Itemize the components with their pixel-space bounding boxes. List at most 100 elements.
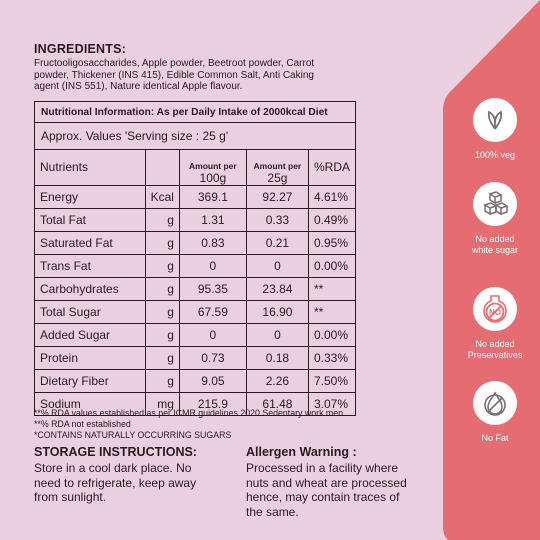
ingredients-line: powder, Thickener (INS 415), Edible Comm… — [34, 69, 314, 81]
storage-line: Store in a cool dark place. No — [34, 461, 192, 475]
nutrient-name: Saturated Fat — [35, 230, 146, 255]
nutrient-name: Total Fat — [35, 207, 146, 232]
value-per-25g: 2.26 — [245, 368, 309, 393]
value-per-100g: 0.73 — [178, 345, 247, 370]
nutrient-unit: Kcal — [144, 184, 180, 209]
nutrient-name: Energy — [35, 184, 146, 209]
value-per-100g: 9.05 — [178, 368, 247, 393]
value-per-25g: 23.84 — [245, 276, 309, 301]
nutrient-unit: g — [144, 322, 180, 347]
col-per-25g: Amount per 25g — [245, 150, 309, 186]
ingredients-text: Fructooligosaccharides, Apple powder, Be… — [34, 58, 404, 93]
value-per-25g: 92.27 — [245, 184, 309, 209]
badge-label: No Fat — [445, 433, 540, 444]
nutrient-name: Trans Fat — [35, 253, 146, 278]
footnote: **% RDA values established as per ICMR g… — [34, 408, 344, 418]
nutrient-unit: g — [144, 230, 180, 255]
table-row: Saturated Fat g 0.83 0.21 0.95% — [35, 230, 355, 255]
storage-line: from sunlight. — [34, 490, 107, 504]
nutrient-name: Dietary Fiber — [35, 368, 146, 393]
table-row: Total Sugar g 67.59 16.90 ** — [35, 299, 355, 324]
nutrient-unit: g — [144, 276, 180, 301]
badge-label: No added white sugar — [445, 234, 540, 256]
value-per-100g: 215.9 — [178, 391, 247, 415]
storage-section: STORAGE INSTRUCTIONS: Store in a cool da… — [34, 445, 234, 505]
value-rda: ** — [307, 276, 355, 301]
badge-veg: 100% veg — [445, 98, 540, 161]
allergen-title: Allergen Warning : — [246, 445, 357, 459]
value-per-100g: 95.35 — [178, 276, 247, 301]
value-per-100g: 0.83 — [178, 230, 247, 255]
badge-label-line: 100% veg — [474, 150, 516, 160]
value-per-25g: 0 — [245, 253, 309, 278]
badge-no-preservatives: NO No added Preservatives — [445, 287, 540, 361]
footnote: **% RDA not established — [34, 419, 131, 429]
col-rda: %RDA — [307, 150, 355, 186]
value-rda: 7.50% — [307, 368, 355, 393]
allergen-line: the same. — [246, 504, 299, 519]
value-per-100g: 0 — [178, 253, 247, 278]
nutrient-unit: g — [144, 299, 180, 324]
value-per-100g: 1.31 — [178, 207, 247, 232]
ingredients-line: Fructooligosaccharides, Apple powder, Be… — [34, 58, 315, 69]
value-per-25g: 0.18 — [245, 345, 309, 370]
table-row: Total Fat g 1.31 0.33 0.49% — [35, 207, 355, 232]
col-per-100g-big: 100g — [199, 170, 227, 185]
value-per-25g: 0.33 — [245, 207, 309, 232]
badge-label-line: white sugar — [471, 245, 519, 255]
value-rda: 0.00% — [307, 253, 355, 278]
serving-size: Approx. Values 'Serving size : 25 g' — [35, 123, 355, 150]
storage-line: need to refrigerate, keep away — [34, 475, 197, 490]
col-per-100g: Amount per 100g — [178, 150, 247, 186]
value-rda: ** — [307, 299, 355, 324]
nutrient-unit: g — [144, 207, 180, 232]
value-per-25g: 0 — [245, 322, 309, 347]
value-per-25g: 61.48 — [245, 391, 309, 415]
footnotes: **% RDA values established as per ICMR g… — [34, 408, 343, 441]
no-preservatives-icon: NO — [473, 287, 517, 331]
badge-label-line: No added — [475, 234, 515, 244]
allergen-section: Allergen Warning : Processed in a facili… — [246, 445, 436, 519]
col-per-25g-small: Amount per — [253, 160, 302, 171]
allergen-line: hence, may contain traces of — [246, 490, 400, 504]
allergen-line: nuts and wheat are processed — [246, 475, 407, 490]
allergen-line: Processed in a facility where — [246, 461, 399, 475]
storage-text: Store in a cool dark place. No need to r… — [34, 461, 234, 505]
col-per-100g-small: Amount per — [189, 160, 237, 171]
badge-label: 100% veg — [445, 150, 540, 161]
value-per-25g: 0.21 — [245, 230, 309, 255]
badge-label: No added Preservatives — [445, 339, 540, 361]
nutrient-unit: g — [144, 345, 180, 370]
table-row: Sodium mg 215.9 61.48 3.07% — [35, 391, 355, 415]
nutrition-rows: Energy Kcal 369.1 92.27 4.61% Total Fat g 1.31 0… — [35, 184, 355, 415]
table-header-row: Nutrients Amount per 100g Amount per 25g… — [35, 150, 355, 186]
no-fat-drop-icon — [473, 381, 517, 425]
table-row: Protein g 0.73 0.18 0.33% — [35, 345, 355, 370]
badge-no-sugar: No added white sugar — [445, 182, 540, 256]
nutrition-table: Nutritional Information: As per Daily In… — [34, 101, 356, 416]
badge-label-line: Preservatives — [467, 350, 523, 360]
ingredients-section: INGREDIENTS: Fructooligosaccharides, App… — [34, 42, 404, 93]
nutrient-unit: g — [144, 368, 180, 393]
nutrient-unit: g — [144, 253, 180, 278]
value-rda: 0.00% — [307, 322, 355, 347]
sugar-cubes-icon — [473, 182, 517, 226]
value-rda: 0.95% — [307, 230, 355, 255]
table-row: Added Sugar g 0 0 0.00% — [35, 322, 355, 347]
table-row: Dietary Fiber g 9.05 2.26 7.50% — [35, 368, 355, 393]
value-rda: 0.49% — [307, 207, 355, 232]
col-per-25g-big: 25g — [267, 170, 288, 185]
svg-text:NO: NO — [489, 308, 501, 317]
nutrient-name: Sodium — [35, 391, 146, 415]
nutrient-unit: mg — [144, 391, 180, 415]
nutrient-name: Added Sugar — [35, 322, 146, 347]
allergen-text: Processed in a facility where nuts and w… — [246, 461, 436, 519]
storage-title: STORAGE INSTRUCTIONS: — [34, 445, 197, 459]
table-row: Trans Fat g 0 0 0.00% — [35, 253, 355, 278]
table-row: Energy Kcal 369.1 92.27 4.61% — [35, 184, 355, 209]
value-per-100g: 67.59 — [178, 299, 247, 324]
nutrition-header: Nutritional Information: As per Daily In… — [35, 102, 355, 123]
badge-label-line: No added — [475, 339, 515, 349]
nutrient-name: Total Sugar — [35, 299, 146, 324]
ingredients-title: INGREDIENTS: — [34, 42, 126, 56]
